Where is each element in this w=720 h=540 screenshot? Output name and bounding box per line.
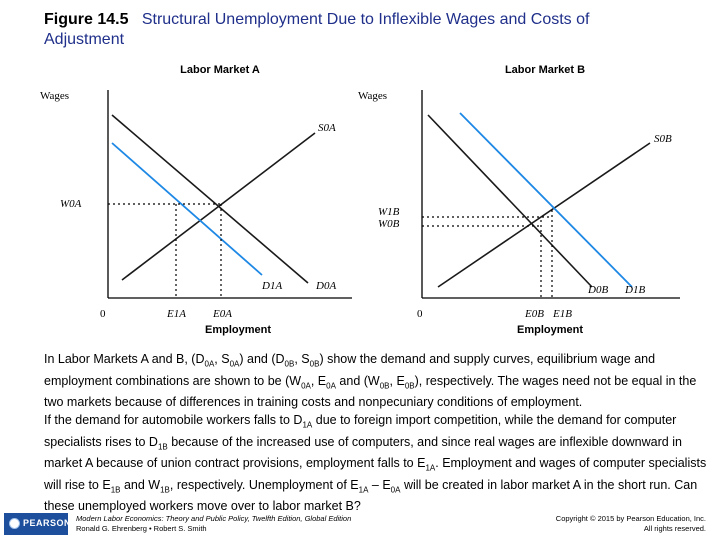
p1-text: and (W [335, 373, 380, 388]
supply-curve-s0b [437, 142, 651, 288]
demand-curve-d0a [111, 114, 309, 284]
p1-text: ) show the demand and supply curves, equ… [44, 352, 656, 388]
label-d0b: D0B [587, 284, 608, 296]
label-e1a: E1A [166, 308, 186, 320]
p1-sub: 0A [326, 381, 336, 390]
p1-sub: 0A [204, 359, 215, 369]
p1-sub: 0B [404, 381, 415, 390]
p2-sub: 1B [157, 442, 168, 451]
pearson-globe-icon [9, 518, 20, 529]
market-b-x-axis-label: Employment [517, 324, 583, 336]
explanation-paragraph-2: If the demand for automobile workers fal… [44, 412, 708, 515]
p2-sub: 0A [390, 485, 401, 494]
footer-copyright: Copyright © 2015 by Pearson Education, I… [556, 514, 706, 534]
figure-title: Structural Unemployment Due to Inflexibl… [141, 11, 590, 28]
p1-sub: 0B [379, 381, 390, 390]
p2-text: , respectively. Unemployment of E [169, 477, 359, 492]
market-a-origin: 0 [100, 308, 106, 320]
p2-text: because of the increased use of computer… [44, 434, 682, 471]
p1-text: ) and (D [239, 352, 285, 366]
p2-text: – E [368, 477, 391, 492]
p1-text: , E [310, 373, 327, 388]
p2-sub: 1A [425, 463, 436, 473]
label-e0b: E0B [524, 308, 544, 320]
p1-text: ), respectively. The wages need not be e… [44, 373, 697, 410]
p1-text: , E [389, 373, 405, 388]
p1-sub: 0B [284, 359, 295, 369]
label-d0a: D0A [315, 280, 336, 292]
figure-title-line2: Adjustment [44, 31, 125, 48]
market-b-origin: 0 [417, 308, 423, 320]
figure-number: Figure 14.5 [44, 11, 129, 28]
p1-text: , S [294, 352, 310, 366]
pearson-logo: PEARSON [4, 513, 72, 535]
pearson-logo-text: PEARSON [23, 518, 72, 528]
p2-text: . Employment and wages of computer speci… [44, 456, 707, 492]
p2-sub: 1A [302, 420, 313, 430]
market-a-heading: Labor Market A [180, 64, 260, 76]
p1-text: , S [214, 352, 230, 366]
labor-market-graphs: Labor Market A Wages Employment 0 S0A W0… [40, 64, 680, 336]
label-d1a: D1A [261, 280, 282, 292]
demand-curve-d1a [111, 142, 263, 276]
market-b-y-axis-label: Wages [358, 90, 387, 102]
footer-copyright-line: Copyright © 2015 by Pearson Education, I… [555, 514, 706, 523]
p2-sub: 1B [110, 485, 121, 494]
label-d1b: D1B [624, 284, 645, 296]
explanation-paragraph-1: In Labor Markets A and B, (D0A, S0A) and… [44, 351, 708, 411]
market-a-y-axis-label: Wages [40, 90, 69, 102]
market-a-graph: Labor Market A Wages Employment 0 S0A W0… [40, 64, 352, 336]
p2-text: and W [120, 477, 161, 492]
footer-authors: Ronald G. Ehrenberg • Robert S. Smith [76, 524, 207, 533]
p1-sub: 0B [309, 359, 320, 369]
p2-sub: 1B [160, 485, 170, 494]
p1-text: In Labor Markets A and B, (D [44, 352, 205, 366]
label-w0a: W0A [60, 198, 82, 210]
market-b-graph: Labor Market B Wages Employment 0 S0B W1… [358, 64, 680, 336]
p2-text: due to foreign import competition, while… [44, 413, 677, 449]
p1-sub: 0A [229, 359, 240, 369]
demand-curve-d1b [459, 112, 633, 288]
label-e1b: E1B [552, 308, 572, 320]
demand-curve-d0b [427, 114, 593, 288]
p2-text: will be created in labor market A in the… [44, 477, 698, 514]
footer-book-title: Modern Labor Economics: Theory and Publi… [76, 514, 352, 523]
market-a-x-axis-label: Employment [205, 324, 271, 336]
footer-book-info: Modern Labor Economics: Theory and Publi… [76, 514, 351, 534]
label-s0b: S0B [654, 133, 672, 145]
slide-title: Figure 14.5 Structural Unemployment Due … [44, 10, 704, 50]
p2-sub: 1A [358, 485, 369, 494]
label-e0a: E0A [212, 308, 232, 320]
label-w0b: W0B [378, 218, 400, 230]
market-b-heading: Labor Market B [505, 64, 585, 76]
label-w1b: W1B [378, 206, 400, 218]
p2-text: If the demand for automobile workers fal… [44, 413, 303, 427]
p1-sub: 0A [301, 381, 311, 390]
label-s0a: S0A [318, 122, 336, 134]
footer-rights-line: All rights reserved. [643, 524, 706, 533]
